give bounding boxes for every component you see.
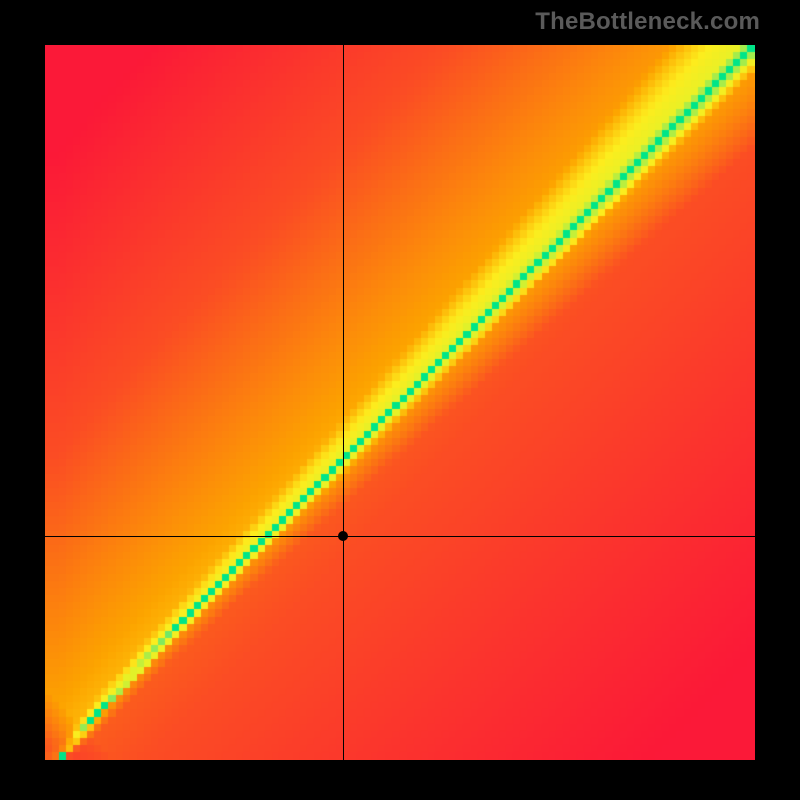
chart-frame: TheBottleneck.com bbox=[0, 0, 800, 800]
crosshair-horizontal bbox=[45, 536, 755, 537]
source-watermark: TheBottleneck.com bbox=[535, 8, 760, 36]
crosshair-vertical bbox=[343, 45, 344, 760]
heatmap-canvas bbox=[45, 45, 755, 760]
crosshair-marker-dot bbox=[338, 531, 348, 541]
heatmap-plot-area bbox=[45, 45, 755, 760]
